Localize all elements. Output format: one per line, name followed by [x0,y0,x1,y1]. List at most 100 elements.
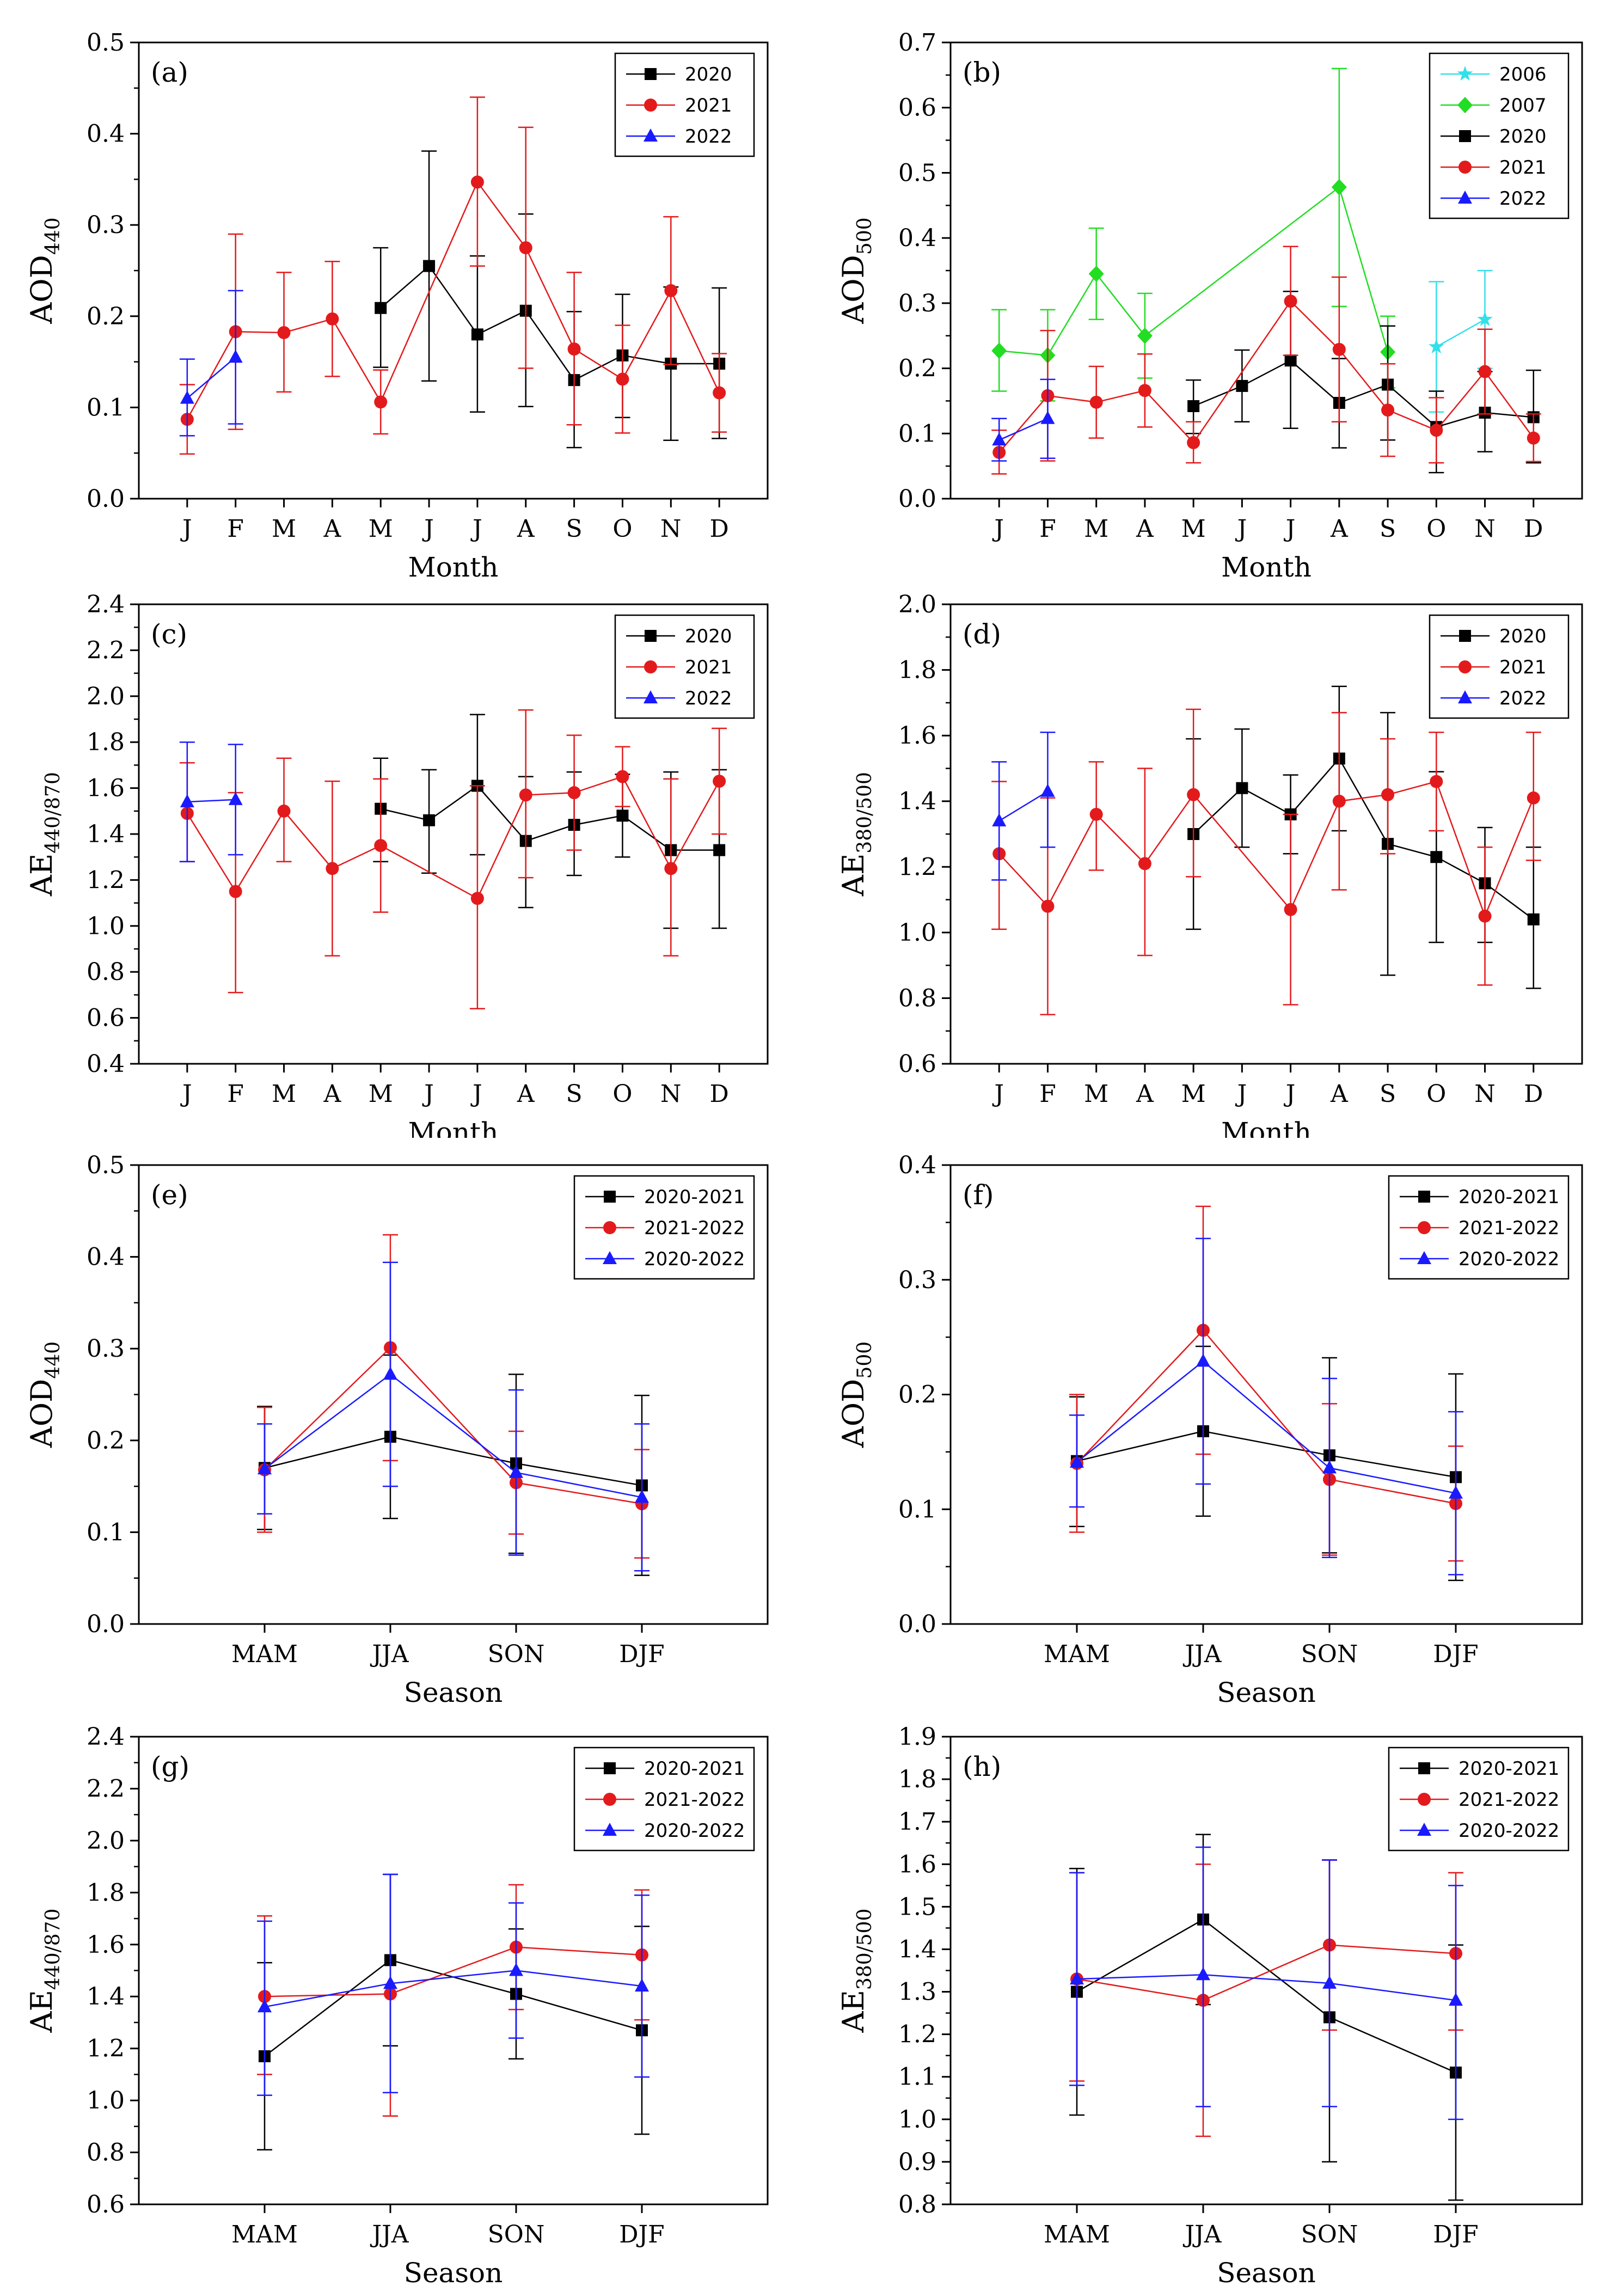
data-point [991,342,1007,359]
legend-marker [1418,1221,1431,1234]
y-tick-label: 0.6 [898,94,936,122]
series-line [264,1373,642,1498]
x-tick-label: J [1284,515,1296,543]
data-point [635,1978,649,1992]
chart-svg: 0.00.10.20.30.40.50.60.7J F M A M J J A S O N DMont… [836,29,1583,583]
y-tick-label: 1.8 [87,1879,125,1907]
series-2021 [991,708,1541,1015]
legend-marker [1418,1793,1431,1806]
y-tick-label: 2.2 [87,1775,125,1803]
y-tick-label: 1.7 [898,1808,936,1836]
chart-panel-c: 0.4 0.6 0.8 1.0 1.2 1.4 1.6 1.8 2.0 2.2 2.4 J F M A M J J… [0,577,812,1148]
x-tick-label: D [1524,1080,1543,1108]
data-point [519,788,532,802]
y-tick-label: 0.2 [87,303,125,330]
data-point [423,260,436,272]
series-2020-2021 [257,1354,649,1576]
legend-label: 2022 [685,126,732,148]
x-tick-label: A [1330,1080,1349,1108]
legend: 2006 2007 2020 2021 2022 [1429,52,1570,219]
x-axis-label: Season [1217,2257,1316,2289]
data-point [471,328,483,341]
chart-svg: 0.8 0.9 1.0 1.1 1.2 1.3 1.4 1.5 1.6 1.7 1.8 1.9 MAM J… [836,1723,1583,2289]
y-tick-label: 0.9 [898,2148,936,2176]
data-point [326,862,339,875]
x-tick-label: A [517,515,535,543]
y-tick-label: 0.7 [898,29,936,57]
y-tick-label: 2.0 [87,683,125,710]
legend-label: 2021 [1499,157,1547,179]
legend-label: 2021 [685,95,732,117]
legend: 2020-2021 2021-2022 2020-2022 [573,1746,755,1852]
data-point [567,786,581,800]
x-tick-label: M [1181,515,1206,543]
series-line [998,300,1534,453]
x-tick-label: MAM [231,2221,298,2248]
y-tick-label: 0.3 [87,211,125,239]
x-tick-label: A [1136,515,1154,543]
y-tick-label: 2.0 [898,591,936,618]
x-tick-label: A [1136,1080,1154,1108]
panel-label: (h) [963,1751,1001,1782]
legend-marker [1457,66,1473,81]
x-axis-label: Season [404,1677,503,1708]
data-point [1527,431,1540,445]
y-tick-label: 1.0 [898,919,936,947]
series-2021 [179,709,727,1009]
data-point [228,792,243,805]
y-tick-label: 1.2 [898,853,936,881]
legend-marker [644,128,658,142]
x-tick-label: O [612,1080,632,1108]
data-point [1477,311,1493,326]
x-tick-label: J [992,1080,1004,1108]
series-2021-2022 [1069,1859,1463,2137]
series-2020-2021 [257,1873,649,2151]
chart-panel-d: 0.6 0.8 1.0 1.2 1.4 1.6 1.8 2.0 J F M A M J J A S O N D Mont… [812,577,1624,1148]
y-axis-label: AE380/500 [836,772,876,897]
x-tick-label: A [1330,515,1349,543]
series-line [264,1959,642,2057]
y-tick-label: 1.6 [898,1850,936,1878]
data-point [713,386,726,400]
series-2021-2022 [257,1234,649,1559]
x-axis-label: Season [1217,1677,1316,1708]
y-tick-label: 1.0 [87,2087,125,2115]
x-tick-label: J [470,1080,482,1108]
y-tick-label: 1.4 [898,1935,936,1963]
y-tick-label: 0.8 [87,2139,125,2167]
series-2020-2022 [257,1873,649,2096]
data-point [567,342,581,356]
series-2021 [179,96,727,455]
x-tick-label: D [710,1080,729,1108]
chart-panel-b: 0.0 0.1 0.2 0.3 0.4 0.5 0.6 0.7 J F M A M J J A S O N D Mont… [812,0,1624,583]
y-axis-label: AE380/500 [836,1909,876,2033]
y-tick-label: 0.4 [898,224,936,252]
series-line [380,265,720,381]
series-2022 [179,741,243,862]
series-line [1193,757,1534,920]
data-point [277,804,291,818]
y-tick-label: 1.3 [898,1978,936,2006]
data-point [1089,395,1103,409]
data-point [258,1999,272,2013]
y-tick-label: 0.1 [87,1518,125,1546]
series-2020 [1186,685,1541,989]
legend-marker [645,630,657,642]
x-tick-label: N [660,515,682,543]
legend-label: 2022 [1499,688,1547,709]
y-axis-label: AE440/870 [24,772,64,897]
x-tick-label: N [1474,1080,1496,1108]
y-tick-label: 1.4 [898,788,936,816]
legend-marker [1458,690,1472,703]
chart-svg: 0.40.60.81.01.21.41.61.82.02.22.4J F M A M J J… [24,591,769,1148]
series-2020-2021 [1069,1834,1463,2201]
x-tick-label: M [272,1080,296,1108]
y-tick-label: 0.8 [87,958,125,986]
data-point [1040,783,1055,797]
legend-label: 2020-2022 [644,1820,745,1842]
legend-marker [1458,191,1472,204]
legend-marker [1457,97,1473,113]
series-2020-2021 [1069,1345,1463,1582]
data-point [1527,913,1540,926]
data-point [326,312,339,326]
